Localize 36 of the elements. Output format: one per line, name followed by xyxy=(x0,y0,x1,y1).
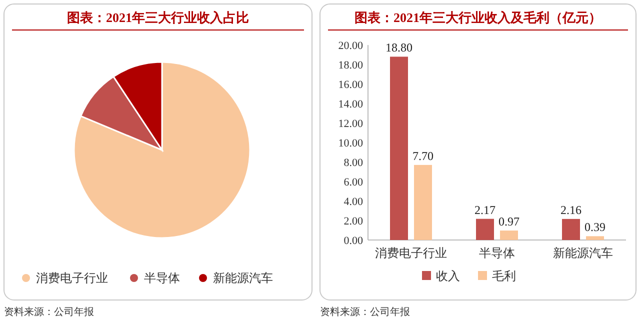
y-tick-label: 8.00 xyxy=(344,157,364,169)
y-tick-label: 18.00 xyxy=(338,60,364,72)
y-tick-label: 16.00 xyxy=(338,79,364,91)
y-tick-label: 20.00 xyxy=(338,40,364,52)
chart-title: 图表：2021年三大行业收入及毛利（亿元） xyxy=(354,10,602,25)
chart-title: 图表：2021年三大行业收入占比 xyxy=(67,10,249,25)
data-label: 0.39 xyxy=(584,220,606,234)
bar xyxy=(500,230,518,240)
y-tick-label: 6.00 xyxy=(344,176,364,188)
legend-label: 消费电子行业 xyxy=(36,271,108,285)
y-tick-label: 4.00 xyxy=(344,196,364,208)
x-tick-label: 半导体 xyxy=(479,246,515,260)
y-tick-label: 10.00 xyxy=(338,138,364,150)
legend-label: 毛利 xyxy=(492,269,516,283)
text: 资料来源：公司年报 xyxy=(320,306,410,318)
x-tick-label: 新能源汽车 xyxy=(553,246,613,260)
data-label: 7.70 xyxy=(412,148,434,163)
data-label: 18.80 xyxy=(386,40,412,55)
legend-label: 半导体 xyxy=(144,271,180,285)
y-tick-label: 0.00 xyxy=(344,235,364,247)
bar xyxy=(586,236,604,240)
bar xyxy=(414,164,432,240)
bar xyxy=(390,56,408,240)
data-label: 0.97 xyxy=(498,214,520,229)
text: 资料来源：公司年报 xyxy=(4,306,94,318)
pie-slice xyxy=(73,61,251,239)
data-label: 2.16 xyxy=(560,202,582,217)
y-tick-label: 12.00 xyxy=(338,118,364,130)
x-tick-label: 消费电子行业 xyxy=(375,246,447,260)
y-tick-label: 14.00 xyxy=(338,98,364,110)
legend-label: 收入 xyxy=(436,269,460,283)
data-label: 2.17 xyxy=(474,202,496,217)
bar xyxy=(562,218,580,240)
y-tick-label: 2.00 xyxy=(344,216,364,228)
legend-label: 新能源汽车 xyxy=(213,271,273,285)
bar xyxy=(476,218,494,240)
